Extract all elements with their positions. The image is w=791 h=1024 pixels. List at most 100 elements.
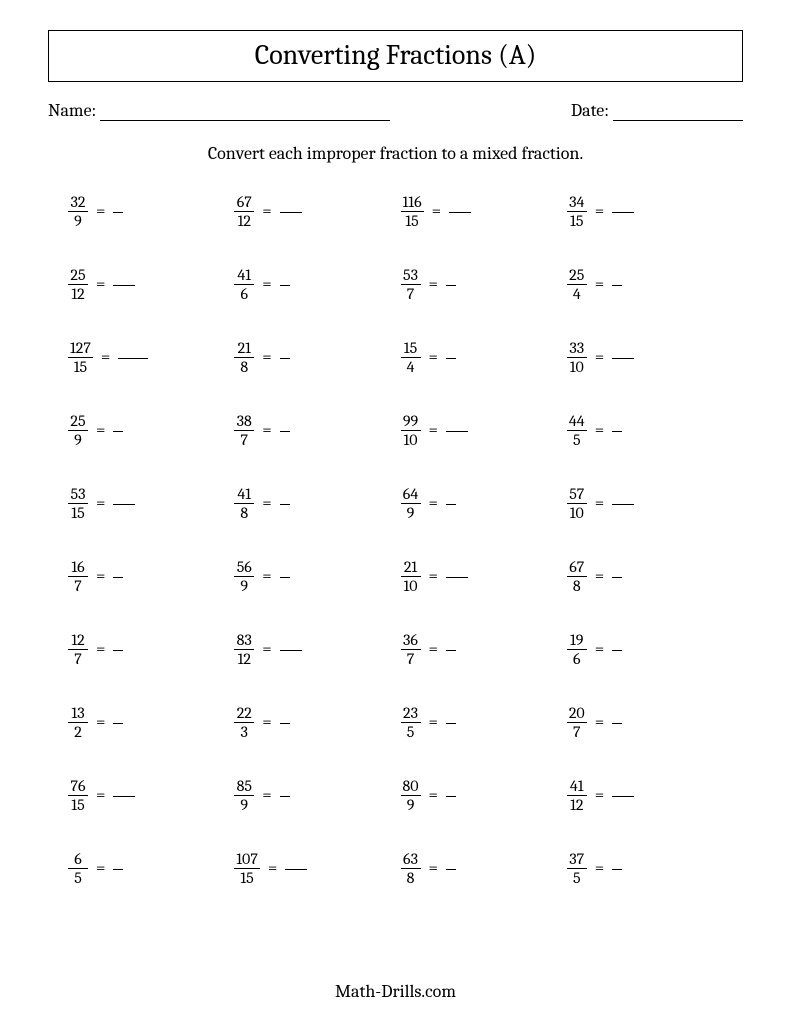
date-input-line[interactable] <box>613 101 743 121</box>
fraction: 445 <box>567 413 587 448</box>
answer-blank[interactable] <box>612 784 634 808</box>
equals-sign: = <box>587 494 612 513</box>
numerator: 83 <box>235 632 254 649</box>
answer-blank[interactable] <box>446 711 456 735</box>
answer-blank[interactable] <box>612 492 634 516</box>
answer-blank[interactable] <box>612 419 622 443</box>
fraction: 375 <box>567 851 587 886</box>
numerator: 85 <box>235 778 254 795</box>
problem-cell: 5710= <box>567 486 733 521</box>
numerator: 38 <box>235 413 254 430</box>
answer-blank[interactable] <box>113 200 123 224</box>
denominator: 5 <box>68 868 88 886</box>
denominator: 4 <box>567 284 587 302</box>
fraction: 235 <box>401 705 421 740</box>
problem-cell: 9910= <box>401 413 567 448</box>
equals-sign: = <box>587 421 612 440</box>
fraction: 207 <box>567 705 587 740</box>
answer-blank[interactable] <box>113 711 123 735</box>
answer-blank[interactable] <box>280 565 290 589</box>
answer-blank[interactable] <box>113 784 135 808</box>
numerator: 99 <box>401 413 420 430</box>
answer-blank[interactable] <box>446 857 456 881</box>
numerator: 16 <box>69 559 86 576</box>
answer-blank[interactable] <box>446 638 456 662</box>
numerator: 21 <box>402 559 419 576</box>
numerator: 44 <box>567 413 587 430</box>
answer-blank[interactable] <box>113 273 135 297</box>
equals-sign: = <box>88 713 113 732</box>
problem-cell: 678= <box>567 559 733 594</box>
denominator: 15 <box>68 503 88 521</box>
fraction: 2110 <box>401 559 421 594</box>
answer-blank[interactable] <box>612 857 622 881</box>
fraction: 3415 <box>567 194 587 229</box>
problem-cell: 537= <box>401 267 567 302</box>
worksheet-page: Converting Fractions (A) Name: Date: Con… <box>0 0 791 1024</box>
answer-blank[interactable] <box>446 784 456 808</box>
answer-blank[interactable] <box>113 638 123 662</box>
date-label: Date: <box>571 100 613 121</box>
answer-blank[interactable] <box>446 273 456 297</box>
answer-blank[interactable] <box>612 638 622 662</box>
answer-blank[interactable] <box>280 273 290 297</box>
answer-blank[interactable] <box>612 565 622 589</box>
answer-blank[interactable] <box>612 200 634 224</box>
answer-blank[interactable] <box>285 857 307 881</box>
denominator: 10 <box>401 576 421 594</box>
answer-blank[interactable] <box>280 200 302 224</box>
answer-blank[interactable] <box>449 200 471 224</box>
problem-cell: 132= <box>68 705 234 740</box>
fraction: 9910 <box>401 413 421 448</box>
numerator: 67 <box>567 559 586 576</box>
numerator: 56 <box>235 559 254 576</box>
answer-blank[interactable] <box>446 565 468 589</box>
fraction: 387 <box>234 413 254 448</box>
denominator: 5 <box>401 722 421 740</box>
fraction: 809 <box>401 778 421 813</box>
numerator: 67 <box>235 194 254 211</box>
answer-blank[interactable] <box>612 711 622 735</box>
answer-blank[interactable] <box>280 492 290 516</box>
problem-cell: 65= <box>68 851 234 886</box>
numerator: 21 <box>236 340 253 357</box>
answer-blank[interactable] <box>280 638 302 662</box>
denominator: 7 <box>234 430 254 448</box>
answer-blank[interactable] <box>446 492 456 516</box>
answer-blank[interactable] <box>446 419 468 443</box>
fraction: 678 <box>567 559 587 594</box>
fraction: 569 <box>234 559 254 594</box>
name-input-line[interactable] <box>100 101 390 121</box>
equals-sign: = <box>421 567 446 586</box>
fraction: 418 <box>234 486 254 521</box>
problem-cell: 167= <box>68 559 234 594</box>
denominator: 6 <box>567 649 587 667</box>
equals-sign: = <box>424 202 449 221</box>
answer-blank[interactable] <box>280 711 290 735</box>
date-field: Date: <box>571 100 743 121</box>
answer-blank[interactable] <box>280 784 290 808</box>
denominator: 2 <box>68 722 88 740</box>
denominator: 9 <box>401 503 421 521</box>
answer-blank[interactable] <box>280 346 290 370</box>
equals-sign: = <box>587 713 612 732</box>
answer-blank[interactable] <box>612 273 622 297</box>
answer-blank[interactable] <box>113 419 123 443</box>
numerator: 6 <box>72 851 84 868</box>
answer-blank[interactable] <box>446 346 456 370</box>
answer-blank[interactable] <box>113 565 123 589</box>
problem-cell: 223= <box>234 705 400 740</box>
problem-cell: 3415= <box>567 194 733 229</box>
answer-blank[interactable] <box>118 346 148 370</box>
equals-sign: = <box>421 640 446 659</box>
problem-cell: 329= <box>68 194 234 229</box>
problem-cell: 7615= <box>68 778 234 813</box>
answer-blank[interactable] <box>113 857 123 881</box>
answer-blank[interactable] <box>280 419 290 443</box>
answer-blank[interactable] <box>612 346 634 370</box>
equals-sign: = <box>587 275 612 294</box>
equals-sign: = <box>587 786 612 805</box>
denominator: 15 <box>567 211 587 229</box>
equals-sign: = <box>260 859 285 878</box>
answer-blank[interactable] <box>113 492 135 516</box>
